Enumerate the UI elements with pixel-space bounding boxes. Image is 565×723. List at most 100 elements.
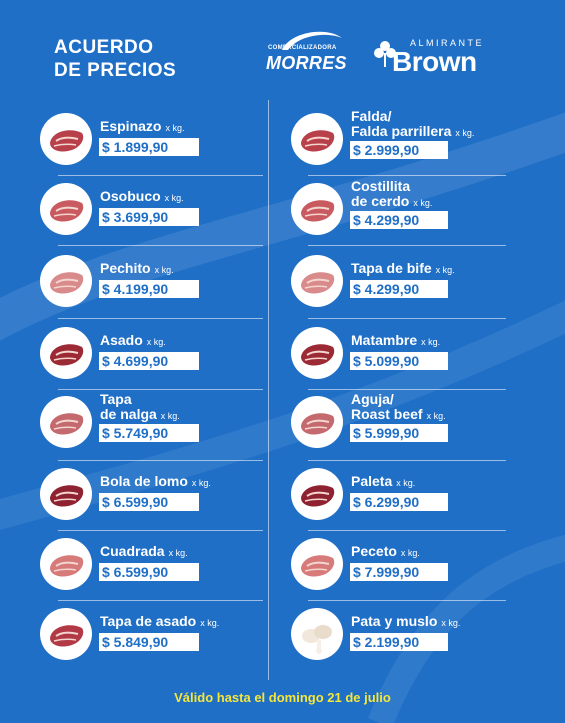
product-name: Paleta x kg. [351,474,415,491]
unit-label: x kg. [165,123,185,133]
row-divider [308,600,506,601]
price-tag: $ 6.599,90 [99,563,199,581]
price-item: Aguja/Roast beef x kg. $ 5.999,90 [291,392,511,456]
row-divider [308,389,506,390]
morres-logo-small: COMERCIALIZADORA [268,45,337,51]
unit-label: x kg. [426,411,446,421]
meat-cut-icon [40,538,92,590]
price-item: Matambre x kg. $ 5.099,90 [291,327,511,387]
row-divider [58,245,263,246]
unit-label: x kg. [396,478,416,488]
unit-label: x kg. [441,618,461,628]
chicken-icon [291,608,343,660]
meat-cut-icon [291,327,343,379]
price-item: Tapa de asado x kg. $ 5.849,90 [40,608,260,668]
page-title: ACUERDO DE PRECIOS [54,36,176,82]
price-tag: $ 5.849,90 [99,633,199,651]
price-item: Pata y muslo x kg. $ 2.199,90 [291,608,511,668]
unit-label: x kg. [435,265,455,275]
row-divider [308,175,506,176]
unit-label: x kg. [421,337,441,347]
unit-label: x kg. [400,548,420,558]
price-item: Paleta x kg. $ 6.299,90 [291,468,511,528]
price-tag: $ 5.099,90 [350,352,448,370]
row-divider [58,600,263,601]
price-item: Peceto x kg. $ 7.999,90 [291,538,511,598]
brown-flower-icon [374,41,396,67]
product-name-line1: Asado [100,332,143,348]
meat-cut-icon [291,538,343,590]
row-divider [308,460,506,461]
product-name-line1: Bola de lomo [100,473,188,489]
product-name-line1: Falda/ [351,108,392,124]
meat-cut-icon [291,183,343,235]
product-name-row2: de nalga x kg. [100,407,180,424]
row-divider [58,175,263,176]
product-name-row2: de cerdo x kg. [351,194,432,211]
product-name: Pata y muslo x kg. [351,614,460,631]
product-name-line2: Roast beef [351,406,423,422]
column-divider [268,100,269,680]
price-tag: $ 4.199,90 [99,280,199,298]
price-tag: $ 7.999,90 [350,563,448,581]
price-tag: $ 2.199,90 [350,633,448,651]
unit-label: x kg. [160,411,180,421]
meat-cut-icon [291,468,343,520]
product-name: Espinazo x kg. [100,119,184,136]
product-name: Tapa de nalga x kg. [100,392,180,424]
meat-cut-icon [40,255,92,307]
product-name: Tapa de asado x kg. [100,614,219,631]
unit-label: x kg. [168,548,188,558]
price-tag: $ 5.999,90 [350,424,448,442]
product-name: Costillita de cerdo x kg. [351,179,432,211]
meat-cut-icon [291,255,343,307]
product-name-row2: Roast beef x kg. [351,407,446,424]
product-name-line1: Paleta [351,473,393,489]
row-divider [308,530,506,531]
price-tag: $ 4.299,90 [350,280,448,298]
product-name: Bola de lomo x kg. [100,474,211,491]
unit-label: x kg. [455,128,475,138]
product-name: Asado x kg. [100,333,166,350]
unit-label: x kg. [146,337,166,347]
unit-label: x kg. [154,265,174,275]
meat-cut-icon [40,396,92,448]
price-item: Osobuco x kg. $ 3.699,90 [40,183,260,243]
product-name-line1: Pechito [100,260,151,276]
meat-cut-icon [40,608,92,660]
product-name: Osobuco x kg. [100,189,184,206]
meat-cut-icon [40,468,92,520]
price-tag: $ 1.899,90 [99,138,199,156]
product-name-line2: de nalga [100,406,157,422]
row-divider [308,318,506,319]
title-line-2: DE PRECIOS [54,60,177,81]
price-item: Pechito x kg. $ 4.199,90 [40,255,260,315]
meat-cut-icon [40,327,92,379]
meat-cut-icon [291,113,343,165]
unit-label: x kg. [200,618,220,628]
meat-cut-icon [40,113,92,165]
product-name-line1: Osobuco [100,188,161,204]
price-tag: $ 2.999,90 [350,141,448,159]
product-name-row2: Falda parrillera x kg. [351,124,474,141]
brown-logo-small: ALMIRANTE [410,38,485,48]
product-name-line1: Tapa de asado [100,613,197,629]
price-tag: $ 4.299,90 [350,211,448,229]
morres-logo-big: MORRES [266,53,347,73]
product-name: Falda/Falda parrillera x kg. [351,109,474,141]
price-item: Espinazo x kg. $ 1.899,90 [40,113,260,173]
price-item: Bola de lomo x kg. $ 6.599,90 [40,468,260,528]
morres-logo: COMERCIALIZADORA MORRES [262,28,354,76]
product-name: Peceto x kg. [351,544,420,561]
price-item: Costillita de cerdo x kg. $ 4.299,90 [291,179,511,243]
product-name-line1: Pata y muslo [351,613,438,629]
validity-note: Válido hasta el domingo 21 de julio [174,690,391,705]
row-divider [58,530,263,531]
product-name-line1: Aguja/ [351,391,394,407]
product-name: Aguja/Roast beef x kg. [351,392,446,424]
title-line-1: ACUERDO [54,37,154,58]
meat-cut-icon [291,396,343,448]
product-name-line2: de cerdo [351,193,410,209]
row-divider [58,318,263,319]
unit-label: x kg. [191,478,211,488]
